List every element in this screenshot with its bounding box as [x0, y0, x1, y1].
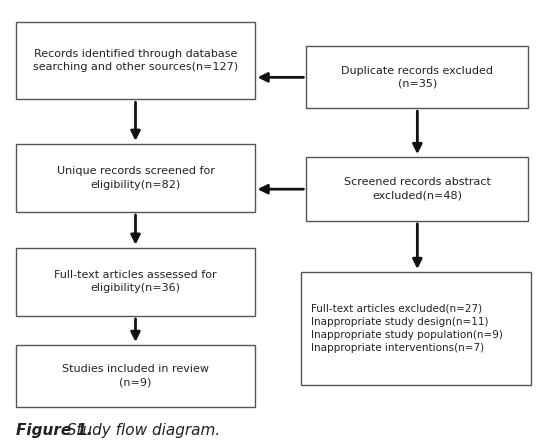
FancyBboxPatch shape	[16, 248, 255, 316]
Text: Studies included in review
(n=9): Studies included in review (n=9)	[62, 364, 209, 387]
Text: Screened records abstract
excluded(n=48): Screened records abstract excluded(n=48)	[344, 177, 491, 201]
Text: Figure 1.: Figure 1.	[16, 423, 93, 438]
Text: Duplicate records excluded
(n=35): Duplicate records excluded (n=35)	[341, 66, 493, 89]
FancyBboxPatch shape	[16, 345, 255, 407]
Text: Study flow diagram.: Study flow diagram.	[62, 423, 221, 438]
Text: Unique records screened for
eligibility(n=82): Unique records screened for eligibility(…	[56, 166, 215, 190]
FancyBboxPatch shape	[306, 157, 528, 221]
FancyBboxPatch shape	[16, 22, 255, 99]
FancyBboxPatch shape	[306, 46, 528, 108]
Text: Records identified through database
searching and other sources(n=127): Records identified through database sear…	[33, 49, 238, 72]
Text: Full-text articles excluded(n=27)
Inappropriate study design(n=11)
Inappropriate: Full-text articles excluded(n=27) Inappr…	[311, 303, 502, 353]
FancyBboxPatch shape	[301, 272, 531, 385]
FancyBboxPatch shape	[16, 144, 255, 212]
Text: Full-text articles assessed for
eligibility(n=36): Full-text articles assessed for eligibil…	[54, 270, 217, 293]
